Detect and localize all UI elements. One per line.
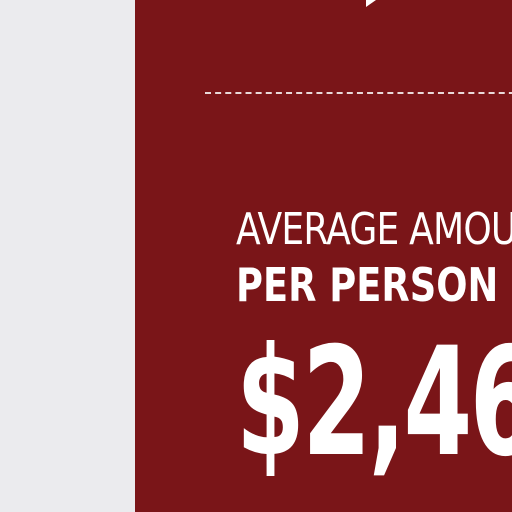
stat-label-line-1: AVERAGE AMOU [236,204,512,255]
stat-amount: $2,46 [236,316,512,490]
dashed-divider [205,92,512,94]
page-margin [0,0,135,512]
stat-label-line-2: PER PERSON [236,258,499,312]
notch-marker-top [366,0,376,7]
stat-card-panel [135,0,512,512]
